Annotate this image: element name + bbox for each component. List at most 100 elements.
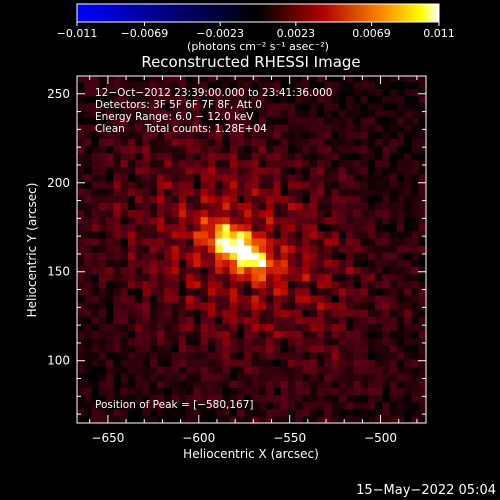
heatmap-pixel xyxy=(375,209,383,218)
heatmap-pixel xyxy=(207,287,216,296)
heatmap-pixel xyxy=(113,188,122,196)
heatmap-pixel xyxy=(396,109,405,118)
heatmap-pixel xyxy=(316,330,325,339)
heatmap-pixel xyxy=(236,216,245,225)
heatmap-pixel xyxy=(236,145,245,154)
heatmap-pixel xyxy=(135,259,144,268)
heatmap-pixel xyxy=(411,145,420,154)
heatmap-pixel xyxy=(331,408,340,417)
heatmap-pixel xyxy=(113,344,122,353)
heatmap-pixel xyxy=(346,323,354,332)
heatmap-pixel xyxy=(193,366,202,374)
heatmap-pixel xyxy=(186,216,194,225)
heatmap-pixel xyxy=(229,380,238,389)
heatmap-pixel xyxy=(309,145,318,154)
heatmap-pixel xyxy=(382,316,391,324)
heatmap-pixel xyxy=(360,81,369,90)
heatmap-pixel xyxy=(193,301,202,310)
heatmap-pixel xyxy=(389,81,398,90)
heatmap-pixel xyxy=(171,152,180,161)
heatmap-pixel xyxy=(302,280,311,289)
heatmap-pixel xyxy=(251,188,260,196)
heatmap-pixel xyxy=(280,188,289,196)
heatmap-pixel xyxy=(229,116,238,125)
heatmap-pixel xyxy=(331,309,340,317)
heatmap-pixel xyxy=(331,195,340,203)
heatmap-pixel xyxy=(404,81,413,90)
heatmap-pixel xyxy=(418,152,426,161)
heatmap-pixel xyxy=(266,166,274,175)
heatmap-pixel xyxy=(251,166,260,175)
heatmap-pixel xyxy=(171,316,180,324)
heatmap-pixel xyxy=(135,109,144,118)
heatmap-pixel xyxy=(360,95,369,104)
heatmap-pixel xyxy=(171,116,180,125)
heatmap-pixel xyxy=(375,401,383,410)
heatmap-pixel xyxy=(302,408,311,417)
heatmap-pixel xyxy=(404,266,413,275)
heatmap-pixel xyxy=(149,373,158,381)
heatmap-pixel xyxy=(91,415,100,423)
heatmap-pixel xyxy=(178,394,187,403)
heatmap-pixel xyxy=(178,373,187,381)
heatmap-pixel xyxy=(360,259,369,268)
heatmap-pixel xyxy=(382,415,391,423)
heatmap-pixel xyxy=(353,344,362,353)
heatmap-pixel xyxy=(236,366,245,374)
heatmap-pixel xyxy=(389,316,398,324)
heatmap-pixel xyxy=(273,309,282,317)
heatmap-pixel xyxy=(382,102,391,111)
heatmap-pixel xyxy=(186,124,194,132)
heatmap-pixel xyxy=(171,180,180,189)
heatmap-pixel xyxy=(113,102,122,111)
heatmap-pixel xyxy=(404,259,413,268)
heatmap-pixel xyxy=(273,323,282,332)
heatmap-pixel xyxy=(251,81,260,90)
heatmap-pixel xyxy=(113,138,122,146)
heatmap-pixel xyxy=(382,337,391,346)
heatmap-pixel xyxy=(338,202,347,211)
heatmap-pixel xyxy=(287,387,296,396)
heatmap-pixel xyxy=(346,273,354,282)
heatmap-pixel xyxy=(244,173,253,182)
heatmap-pixel xyxy=(389,408,398,417)
heatmap-pixel xyxy=(353,138,362,146)
heatmap-pixel xyxy=(396,145,405,154)
heatmap-pixel xyxy=(171,145,180,154)
heatmap-pixel xyxy=(236,195,245,203)
heatmap-pixel xyxy=(280,138,289,146)
heatmap-pixel xyxy=(77,358,85,367)
heatmap-pixel xyxy=(127,344,136,353)
heatmap-pixel xyxy=(207,230,216,239)
heatmap-pixel xyxy=(149,124,158,132)
heatmap-pixel xyxy=(178,81,187,90)
heatmap-pixel xyxy=(186,188,194,196)
heatmap-pixel xyxy=(331,237,340,246)
heatmap-pixel xyxy=(382,223,391,232)
heatmap-pixel xyxy=(258,273,267,282)
heatmap-pixel xyxy=(346,287,354,296)
heatmap-pixel xyxy=(411,337,420,346)
heatmap-pixel xyxy=(375,76,383,82)
heatmap-pixel xyxy=(251,159,260,168)
heatmap-pixel xyxy=(258,159,267,168)
heatmap-pixel xyxy=(171,287,180,296)
heatmap-pixel xyxy=(120,138,129,146)
heatmap-pixel xyxy=(309,380,318,389)
heatmap-pixel xyxy=(229,415,238,423)
heatmap-pixel xyxy=(404,102,413,111)
heatmap-pixel xyxy=(215,109,224,118)
heatmap-pixel xyxy=(302,116,311,125)
heatmap-pixel xyxy=(215,351,224,360)
heatmap-pixel xyxy=(251,309,260,317)
heatmap-pixel xyxy=(171,273,180,282)
heatmap-pixel xyxy=(91,81,100,90)
heatmap-pixel xyxy=(346,387,354,396)
heatmap-pixel xyxy=(127,387,136,396)
heatmap-pixel xyxy=(156,387,165,396)
heatmap-pixel xyxy=(360,394,369,403)
heatmap-pixel xyxy=(280,216,289,225)
heatmap-pixel xyxy=(229,408,238,417)
heatmap-pixel xyxy=(396,287,405,296)
